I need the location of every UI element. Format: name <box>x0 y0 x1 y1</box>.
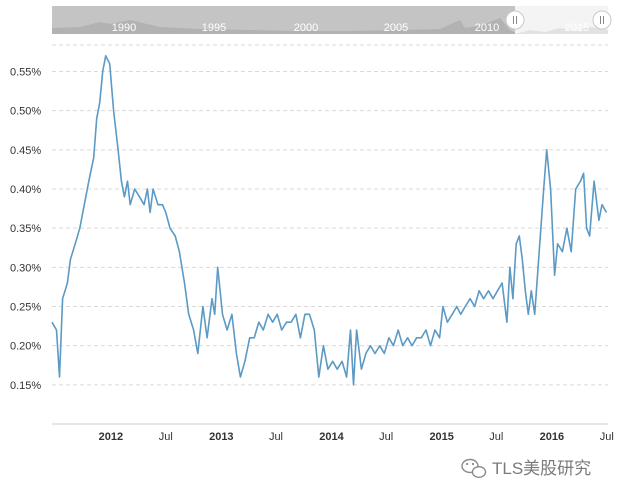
navigator-year-label: 1990 <box>112 22 136 34</box>
x-tick-label: Jul <box>489 431 503 443</box>
drag-handle-icon <box>600 16 604 24</box>
x-tick-label: Jul <box>269 431 283 443</box>
navigator-year-label: 2010 <box>475 22 499 34</box>
navigator-right-handle[interactable] <box>592 10 612 30</box>
x-tick-label: 2016 <box>540 431 564 443</box>
x-tick-label: Jul <box>159 431 173 443</box>
x-tick-label: 2014 <box>319 431 344 443</box>
y-tick-label: 0.45% <box>10 145 41 157</box>
series-line <box>51 55 608 386</box>
y-tick-label: 0.55% <box>10 67 41 79</box>
navigator-selected-silhouette <box>515 27 608 34</box>
wechat-icon <box>461 458 487 479</box>
navigator-year-label: 2005 <box>384 22 408 34</box>
y-tick-label: 0.25% <box>10 302 41 314</box>
y-tick-label: 0.35% <box>10 223 41 235</box>
navigator-year-label: 1995 <box>202 22 226 34</box>
navigator-year-label: 2015 <box>565 22 589 34</box>
navigator-left-handle[interactable] <box>505 10 525 30</box>
navigator-history-silhouette <box>52 18 518 34</box>
range-navigator[interactable]: 1990 1995 2000 2005 2010 2015 <box>52 6 612 34</box>
x-tick-label: Jul <box>379 431 393 443</box>
y-tick-label: 0.30% <box>10 262 41 274</box>
y-tick-label: 0.50% <box>10 106 41 118</box>
x-tick-label: 2012 <box>99 431 123 443</box>
drag-handle-icon <box>513 16 517 24</box>
watermark-text: TLS美股研究 <box>492 459 591 478</box>
y-tick-label: 0.40% <box>10 184 41 196</box>
y-tick-label: 0.20% <box>10 341 41 353</box>
x-tick-label: 2015 <box>429 431 453 443</box>
navigator-year-label: 2000 <box>294 22 318 34</box>
x-tick-label: Jul <box>600 431 614 443</box>
x-tick-label: 2013 <box>209 431 233 443</box>
y-tick-label: 0.15% <box>10 380 41 392</box>
watermark: TLS美股研究 <box>461 458 591 479</box>
